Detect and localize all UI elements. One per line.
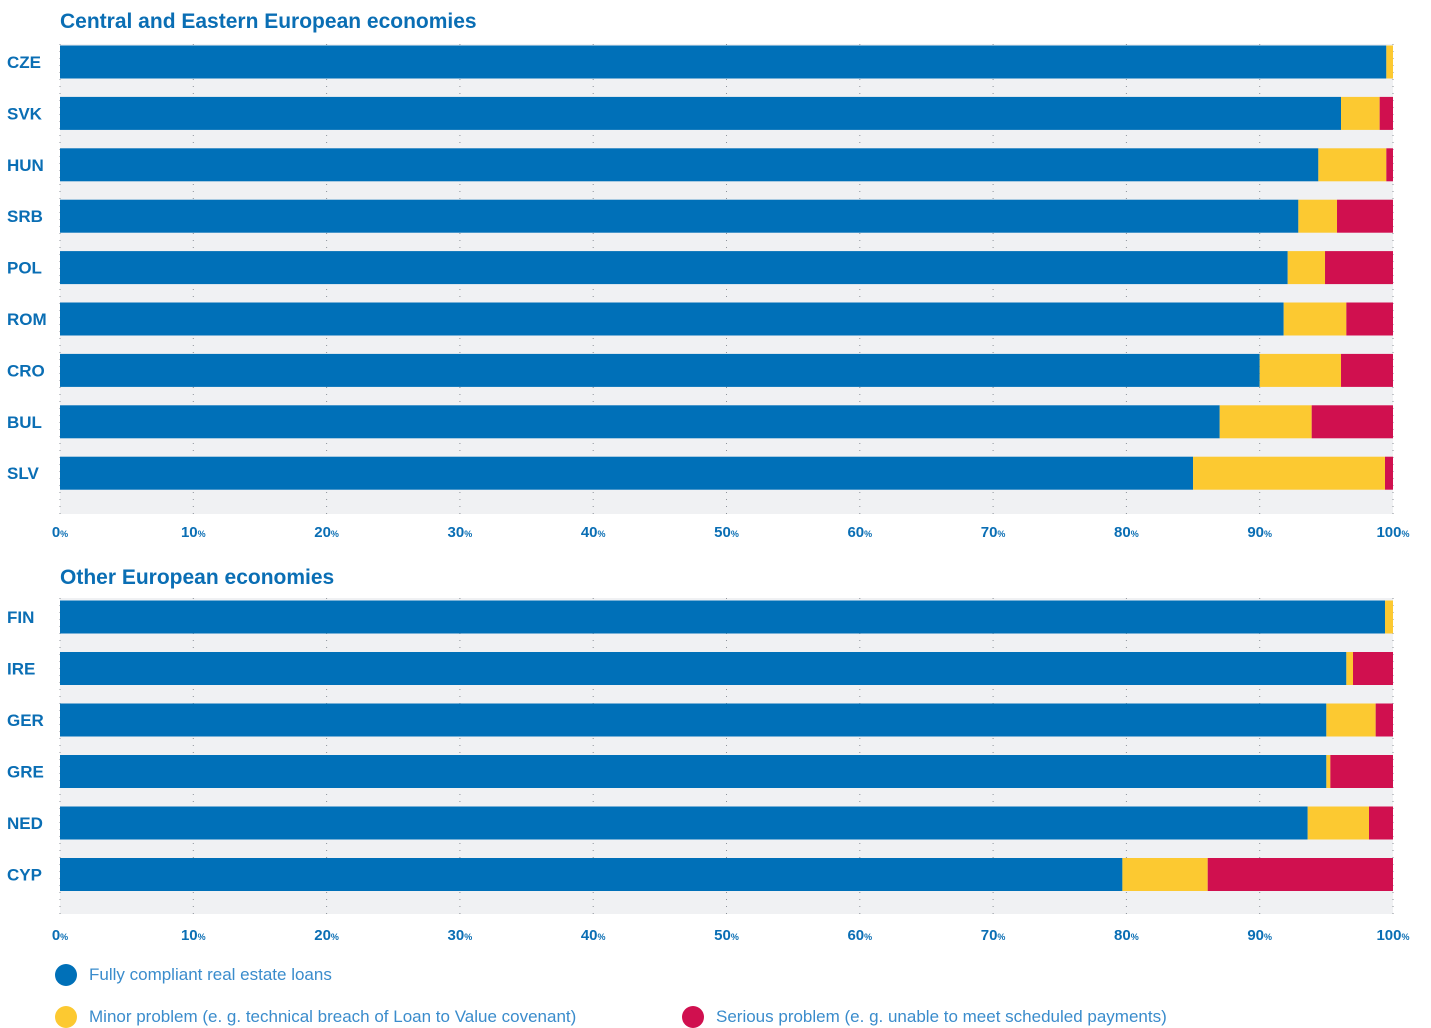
x-tick-label-1-20: 20%	[314, 524, 339, 541]
category-label-ned: NED	[7, 814, 43, 833]
bar-cyp-compliant	[60, 858, 1123, 891]
legend-swatch-compliant	[55, 964, 77, 986]
x-tick-label-1-40: 40%	[581, 524, 606, 541]
bar-cyp-minor	[1122, 858, 1208, 891]
category-label-slv: SLV	[7, 464, 39, 483]
bar-rom-compliant	[60, 302, 1284, 336]
category-label-bul: BUL	[7, 413, 42, 432]
bar-ire-minor	[1346, 652, 1354, 685]
bar-svk-serious	[1379, 96, 1393, 130]
category-label-cze: CZE	[7, 53, 41, 72]
bar-rom-serious	[1346, 302, 1393, 336]
x-tick-label-1-60: 60%	[847, 524, 872, 541]
bar-srb-minor	[1298, 199, 1338, 233]
x-tick-label-1-50: 50%	[714, 524, 739, 541]
bar-gre-compliant	[60, 755, 1327, 788]
x-tick-label-2-50: 50%	[714, 927, 739, 944]
bar-hun-compliant	[60, 148, 1319, 182]
bar-hun-minor	[1318, 148, 1387, 182]
bar-pol-compliant	[60, 251, 1288, 285]
bar-slv-compliant	[60, 456, 1194, 490]
x-tick-label-2-60: 60%	[847, 927, 872, 944]
bar-cro-serious	[1341, 353, 1393, 387]
bar-ire-compliant	[60, 652, 1347, 685]
bar-rom-minor	[1283, 302, 1347, 336]
bar-svk-minor	[1341, 96, 1380, 130]
bar-gre-minor	[1326, 755, 1331, 788]
category-label-svk: SVK	[7, 104, 43, 123]
legend-item-compliant: Fully compliant real estate loans	[55, 964, 332, 986]
legend-swatch-minor	[55, 1006, 77, 1028]
bar-ire-serious	[1353, 652, 1393, 685]
bar-pol-minor	[1287, 251, 1326, 285]
bar-hun-serious	[1386, 148, 1393, 182]
x-tick-label-2-10: 10%	[181, 927, 206, 944]
bar-ger-minor	[1326, 703, 1376, 737]
legend-label-serious: Serious problem (e. g. unable to meet sc…	[716, 1007, 1167, 1026]
bar-cze-minor	[1386, 45, 1393, 79]
bar-slv-serious	[1385, 456, 1393, 490]
x-tick-label-2-40: 40%	[581, 927, 606, 944]
bar-gre-serious	[1330, 755, 1393, 788]
legend-label-minor: Minor problem (e. g. technical breach of…	[89, 1007, 577, 1026]
category-label-ger: GER	[7, 711, 44, 730]
bar-slv-minor	[1193, 456, 1386, 490]
bar-cro-compliant	[60, 353, 1260, 387]
bar-bul-minor	[1219, 405, 1312, 439]
panel-title-other: Other European economies	[60, 566, 335, 589]
x-tick-label-1-90: 90%	[1247, 524, 1272, 541]
category-label-srb: SRB	[7, 207, 43, 226]
category-label-cro: CRO	[7, 361, 45, 380]
x-tick-label-1-10: 10%	[181, 524, 206, 541]
bar-ned-minor	[1307, 806, 1370, 840]
x-tick-label-2-0: 0%	[52, 927, 68, 944]
legend-label-compliant: Fully compliant real estate loans	[89, 965, 332, 984]
bar-ger-serious	[1375, 703, 1393, 737]
bar-fin-compliant	[60, 600, 1386, 634]
x-tick-label-2-30: 30%	[448, 927, 473, 944]
legend-item-serious: Serious problem (e. g. unable to meet sc…	[682, 1006, 1167, 1028]
panel-title-cee: Central and Eastern European economies	[60, 10, 477, 33]
bar-cze-compliant	[60, 45, 1387, 79]
bar-bul-compliant	[60, 405, 1220, 439]
x-tick-label-1-70: 70%	[981, 524, 1006, 541]
bar-bul-serious	[1311, 405, 1393, 439]
bar-srb-serious	[1337, 199, 1393, 233]
bar-cyp-serious	[1207, 858, 1393, 891]
category-label-rom: ROM	[7, 310, 47, 329]
x-tick-label-1-30: 30%	[448, 524, 473, 541]
category-label-fin: FIN	[7, 608, 34, 627]
category-label-cyp: CYP	[7, 866, 42, 885]
bar-pol-serious	[1325, 251, 1393, 285]
x-tick-label-2-20: 20%	[314, 927, 339, 944]
x-tick-label-2-100: 100%	[1376, 927, 1409, 944]
bar-fin-minor	[1385, 600, 1393, 634]
x-tick-label-1-80: 80%	[1114, 524, 1139, 541]
category-label-ire: IRE	[7, 660, 35, 679]
x-tick-label-2-90: 90%	[1247, 927, 1272, 944]
legend-swatch-serious	[682, 1006, 704, 1028]
bar-srb-compliant	[60, 199, 1299, 233]
bar-cro-minor	[1259, 353, 1342, 387]
x-tick-label-2-70: 70%	[981, 927, 1006, 944]
category-label-pol: POL	[7, 259, 42, 278]
category-label-hun: HUN	[7, 156, 44, 175]
x-tick-label-2-80: 80%	[1114, 927, 1139, 944]
x-tick-label-1-100: 100%	[1376, 524, 1409, 541]
bar-ger-compliant	[60, 703, 1327, 737]
x-tick-label-1-0: 0%	[52, 524, 68, 541]
bar-ned-serious	[1369, 806, 1393, 840]
bar-svk-compliant	[60, 96, 1342, 130]
legend-item-minor: Minor problem (e. g. technical breach of…	[55, 1006, 576, 1028]
category-label-gre: GRE	[7, 763, 44, 782]
bar-ned-compliant	[60, 806, 1308, 840]
